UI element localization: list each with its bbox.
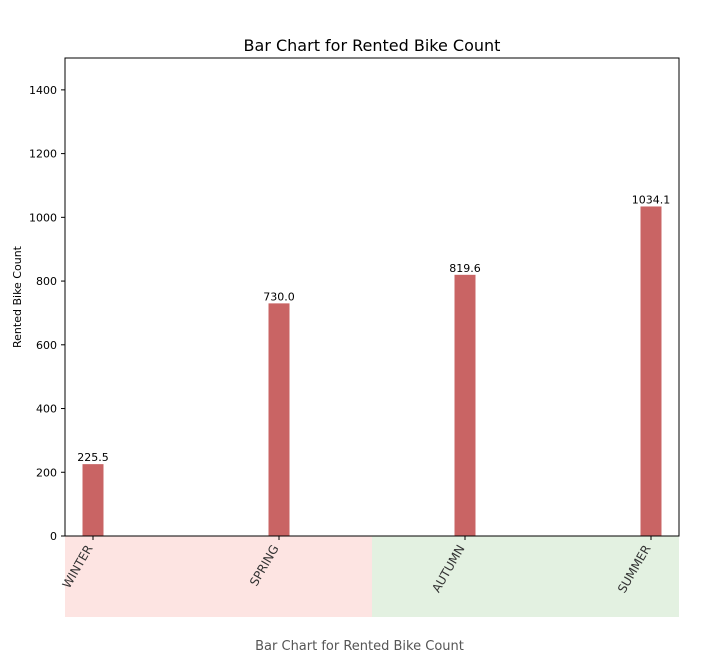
- bar-spring: [268, 303, 290, 536]
- value-label-spring: 730.0: [263, 290, 295, 303]
- y-tick-label: 800: [36, 275, 57, 288]
- plot-frame: [64, 57, 680, 537]
- y-tick-label: 0: [50, 530, 57, 543]
- y-tick-label: 600: [36, 339, 57, 352]
- value-label-summer: 1034.1: [632, 193, 671, 206]
- value-label-autumn: 819.6: [449, 262, 481, 275]
- chart-title: Bar Chart for Rented Bike Count: [244, 36, 501, 55]
- category-band-winter: [65, 536, 186, 617]
- y-tick-label: 1200: [29, 148, 57, 161]
- y-tick-label: 200: [36, 466, 57, 479]
- bars-group: [82, 206, 662, 536]
- value-labels-group: 225.5 730.0 819.6 1034.1: [77, 193, 670, 464]
- bar-summer: [640, 206, 662, 536]
- bar-winter: [82, 464, 104, 536]
- y-tick-label: 1000: [29, 211, 57, 224]
- category-band-spring: [186, 536, 372, 617]
- y-tick-label: 1400: [29, 84, 57, 97]
- category-band-autumn: [372, 536, 558, 617]
- figure-caption: Bar Chart for Rented Bike Count: [255, 639, 464, 654]
- category-background-bands: [65, 536, 679, 617]
- y-axis-label: Rented Bike Count: [11, 245, 24, 348]
- y-axis: 0 200 400 600 800 1000 1200 1400: [29, 84, 65, 543]
- value-label-winter: 225.5: [77, 451, 109, 464]
- category-band-summer: [558, 536, 679, 617]
- y-tick-label: 400: [36, 403, 57, 416]
- bar-autumn: [454, 274, 476, 536]
